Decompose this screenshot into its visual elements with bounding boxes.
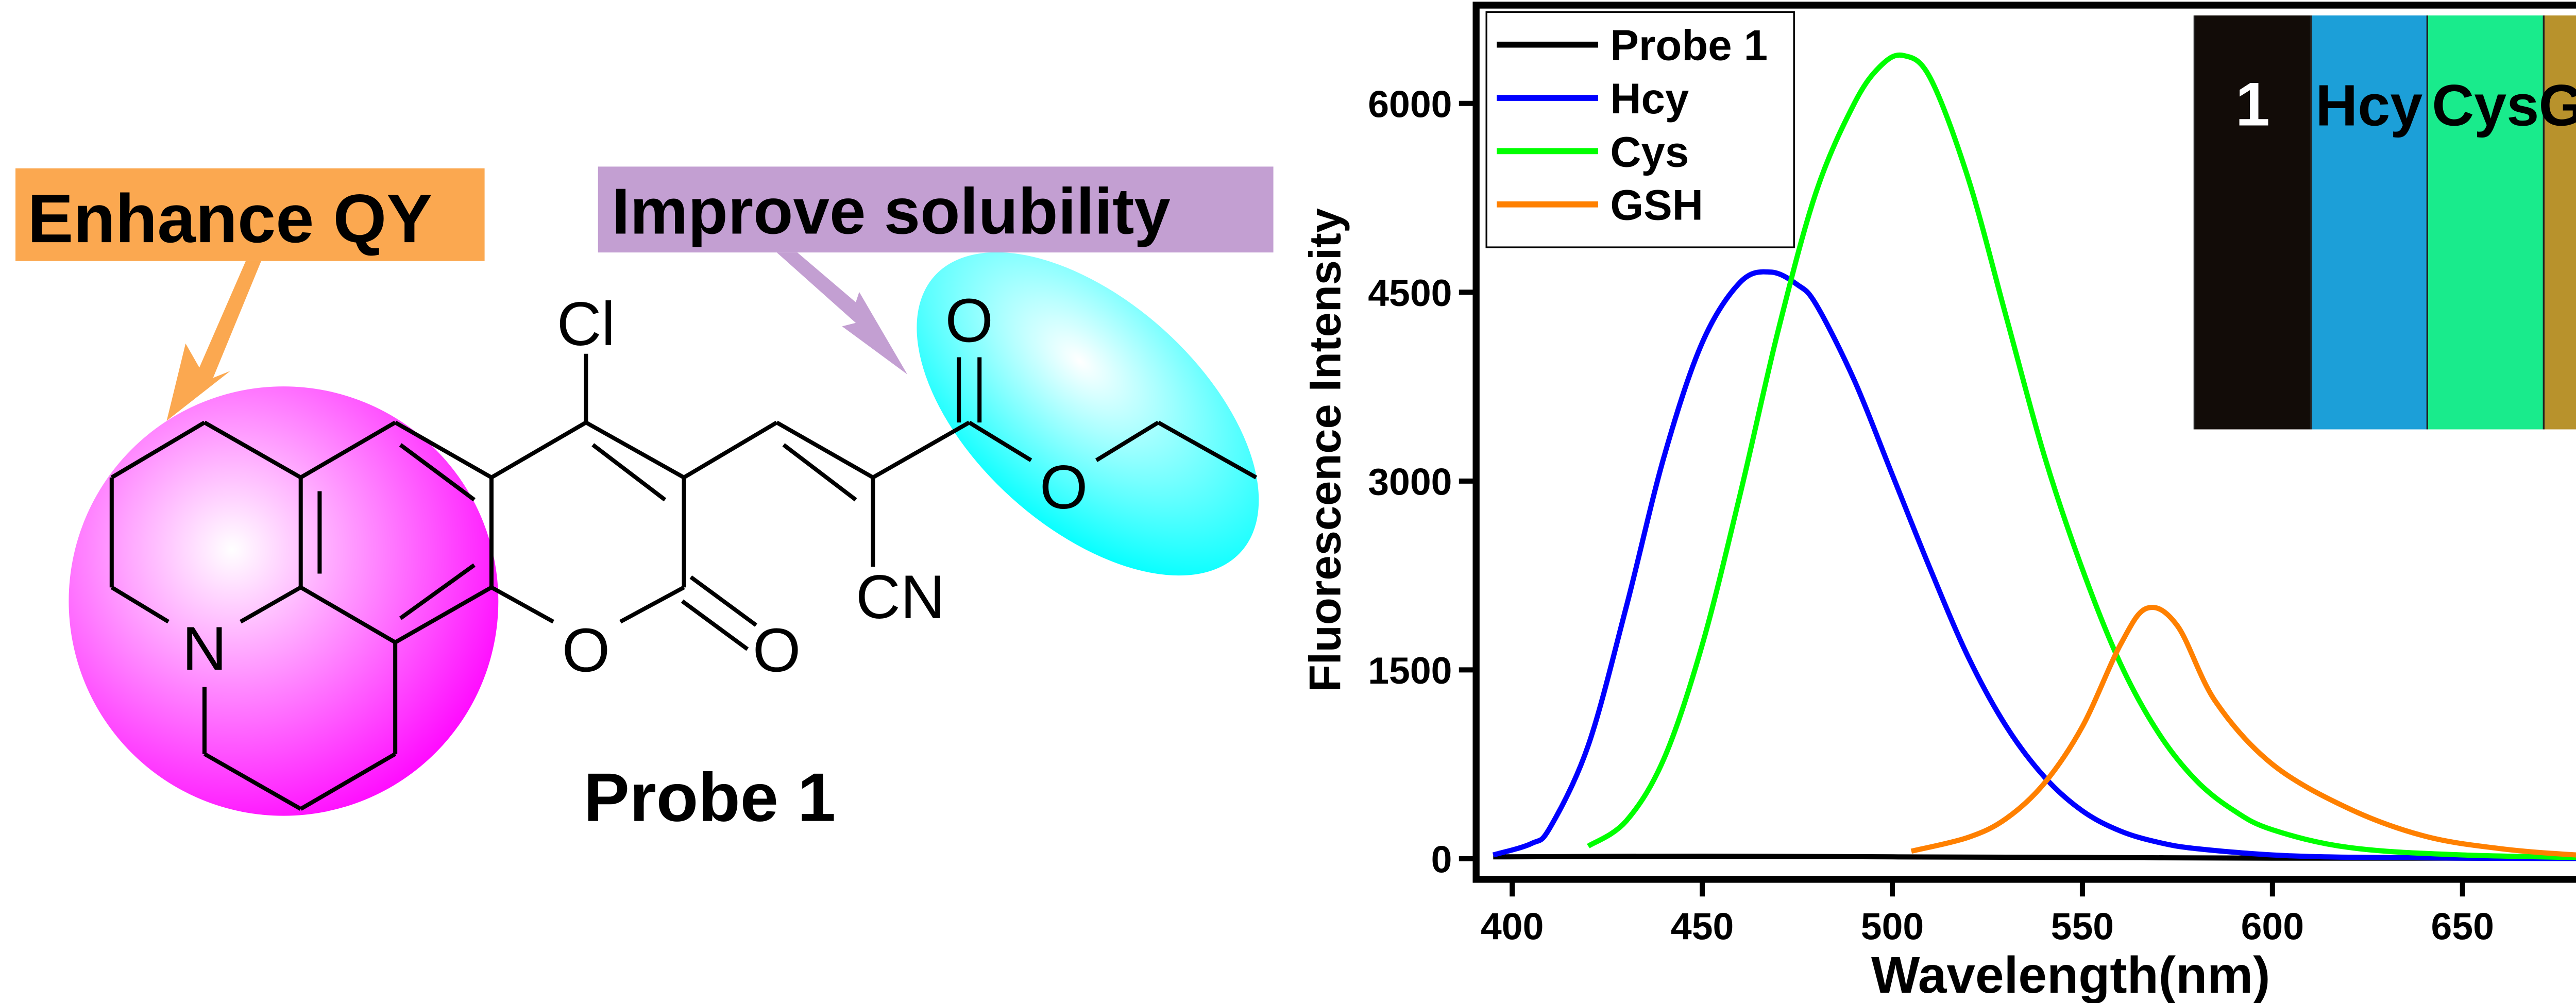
atom-cn: CN — [856, 563, 945, 632]
bond — [203, 420, 302, 480]
bond — [1095, 420, 1160, 462]
bond — [394, 585, 493, 644]
bond — [239, 585, 302, 624]
bond — [490, 420, 587, 480]
atom-o-ester: O — [1040, 453, 1088, 522]
series-line-cys — [1587, 52, 2576, 860]
vial-gsh — [2544, 15, 2576, 430]
atom-o-carbonyl: O — [753, 616, 801, 685]
vial-label: Hcy — [2315, 73, 2422, 138]
y-tick-label: 6000 — [1368, 83, 1452, 125]
bond — [110, 585, 170, 624]
bond — [619, 585, 685, 624]
bond — [782, 443, 857, 502]
vial-label: GSH — [2538, 73, 2576, 138]
vial-label: Cys — [2432, 73, 2539, 138]
enhance-qy-box — [15, 168, 485, 261]
y-tick-label: 1500 — [1368, 650, 1452, 692]
legend-label: Cys — [1610, 128, 1689, 176]
x-tick-label: 500 — [1861, 906, 1924, 948]
improve-solubility-label: Improve solubility — [612, 174, 1170, 247]
bond — [299, 752, 397, 811]
bond — [490, 585, 554, 624]
x-tick-label: 600 — [2241, 906, 2304, 948]
enhance-arrow-icon — [166, 261, 261, 421]
ester-highlight — [917, 252, 1259, 576]
legend-label: Probe 1 — [1610, 22, 1768, 70]
bond — [110, 420, 206, 480]
axis-ticks: 40045050055060065070001500300045006000 — [1368, 83, 2494, 948]
y-axis-label: Fluorescence Intensity — [1301, 208, 1350, 692]
x-tick-label: 400 — [1481, 906, 1544, 948]
probe-scheme: Enhance QY Improve solubility Cl N O O C… — [15, 166, 1274, 836]
legend-label: Hcy — [1610, 75, 1689, 123]
bond — [872, 420, 971, 480]
y-tick-label: 3000 — [1368, 461, 1452, 503]
plot-frame — [1472, 2, 2576, 883]
vial-cys — [2427, 15, 2544, 430]
vial-label: 1 — [2235, 70, 2270, 139]
x-axis-label: Wavelength(nm) — [1871, 946, 2270, 1003]
vial-1 — [2194, 15, 2311, 430]
x-tick-label: 450 — [1671, 906, 1734, 948]
series-lines — [1492, 52, 2576, 861]
solubility-arrow-icon — [776, 252, 908, 375]
bond — [399, 443, 476, 502]
legend: Probe 1 Hcy Cys GSH — [1485, 11, 1795, 248]
julolidine-highlight — [69, 386, 499, 816]
legend-box — [1485, 11, 1795, 248]
legend-label: GSH — [1610, 181, 1703, 229]
bond — [299, 585, 397, 644]
enhance-qy-label: Enhance QY — [27, 180, 432, 257]
y-tick-label: 0 — [1431, 839, 1452, 881]
bond — [203, 752, 302, 811]
y-tick-label: 4500 — [1368, 272, 1452, 314]
bond — [399, 563, 476, 620]
bond — [775, 420, 874, 480]
atom-cl: Cl — [557, 290, 615, 359]
bond — [689, 575, 757, 627]
series-line-hcy — [1492, 269, 2576, 861]
bond — [1157, 420, 1258, 480]
bond — [591, 443, 667, 502]
probe-label: Probe 1 — [584, 759, 836, 836]
bond — [585, 420, 685, 480]
improve-solubility-box — [598, 166, 1274, 253]
bond — [681, 599, 749, 651]
bond — [968, 420, 1032, 462]
vial-hcy — [2311, 15, 2428, 430]
x-tick-label: 650 — [2431, 906, 2494, 948]
atom-n: N — [182, 614, 227, 683]
molecule-bonds — [109, 353, 1258, 811]
atom-o-ring: O — [562, 616, 610, 685]
bond — [299, 420, 397, 480]
atom-o-ester-double: O — [945, 286, 993, 355]
bond — [683, 420, 778, 480]
series-line-gsh — [1910, 605, 2576, 858]
x-tick-label: 550 — [2051, 906, 2114, 948]
bond — [394, 420, 493, 480]
